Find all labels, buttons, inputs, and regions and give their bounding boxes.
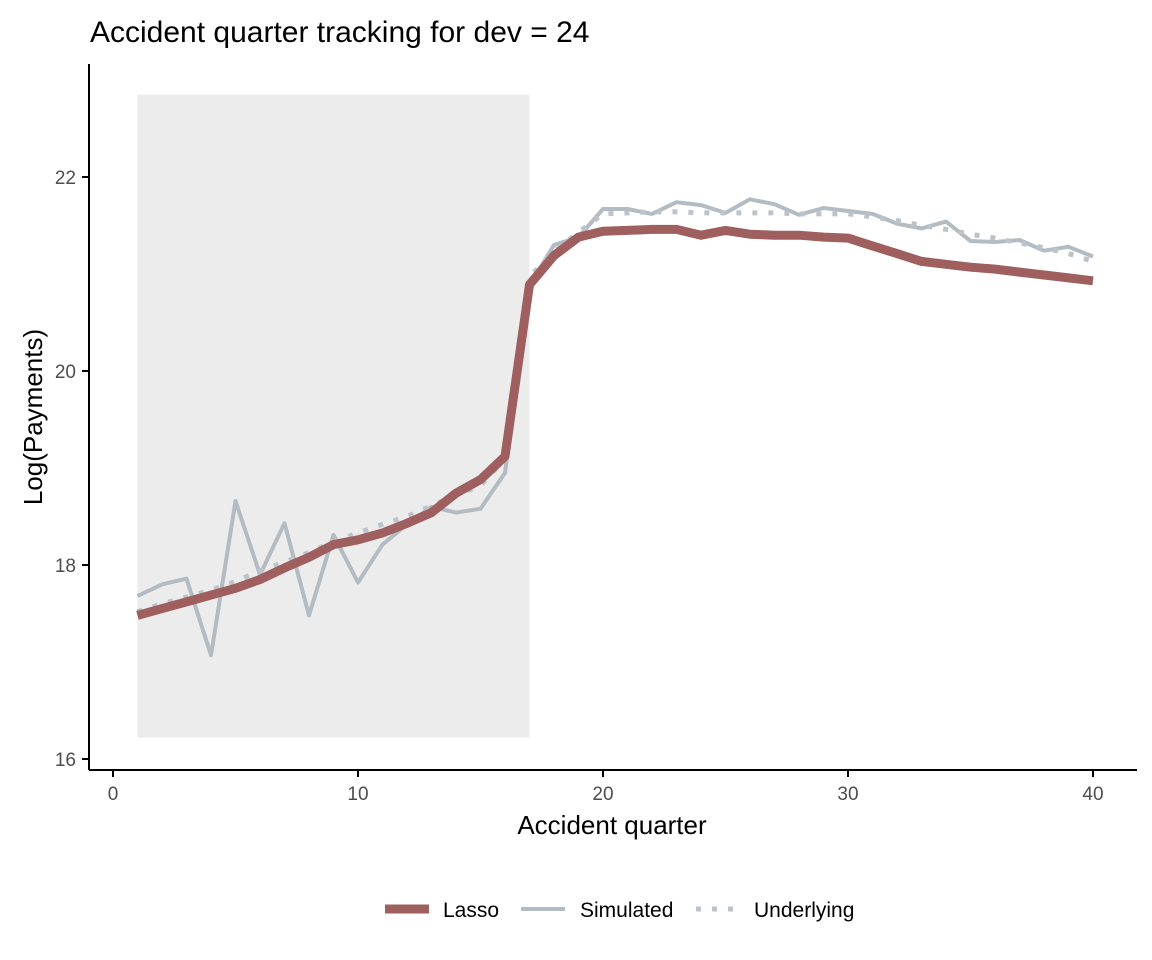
series-line-lasso [136, 224, 1094, 620]
x-tick-label: 10 [347, 784, 368, 805]
y-tick-label: 16 [55, 750, 76, 771]
legend-label-lasso: Lasso [443, 899, 499, 922]
series-line-simulated [136, 197, 1094, 658]
x-tick-label: 30 [837, 784, 858, 805]
y-tick-label: 20 [55, 362, 76, 383]
ticks-layer: 0 10 20 30 40 16 18 20 22 [55, 168, 1104, 805]
y-axis-title: Log(Payments) [18, 329, 48, 505]
shaded-region [137, 94, 530, 738]
axes-layer [88, 64, 1137, 771]
legend-label-simulated: Simulated [580, 899, 673, 922]
x-tick-label: 20 [592, 784, 613, 805]
x-tick-label: 40 [1082, 784, 1103, 805]
x-tick-label: 0 [108, 784, 119, 805]
x-axis-title: Accident quarter [517, 810, 707, 840]
chart-title: Accident quarter tracking for dev = 24 [90, 16, 589, 49]
y-tick-label: 22 [55, 168, 76, 189]
legend: Lasso Simulated Underlying [385, 899, 854, 922]
y-tick-label: 18 [55, 556, 76, 577]
series-layer [136, 197, 1094, 658]
shaded-region-layer [137, 94, 530, 738]
legend-label-underlying: Underlying [754, 899, 854, 922]
